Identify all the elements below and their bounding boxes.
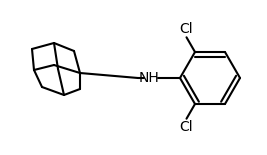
Text: NH: NH <box>139 71 159 85</box>
Text: Cl: Cl <box>180 120 193 134</box>
Text: Cl: Cl <box>180 22 193 36</box>
